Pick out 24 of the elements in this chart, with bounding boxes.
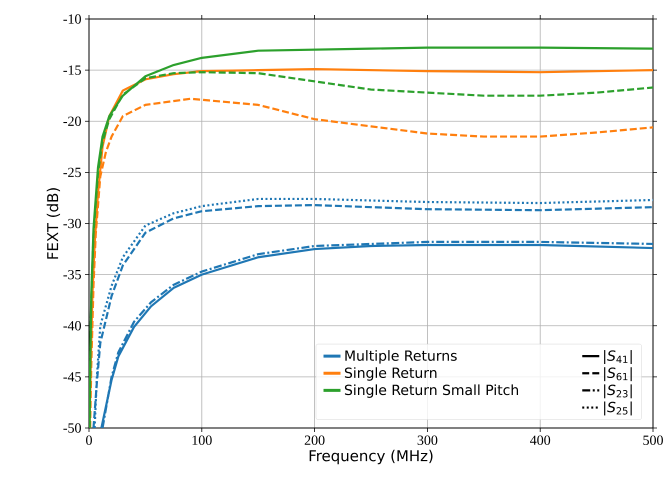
- y-tick-label: -10: [63, 14, 81, 24]
- y-tick-label: -50: [63, 423, 81, 433]
- x-axis-title: Frequency (MHz): [310, 450, 433, 464]
- x-tick-label: 200: [304, 436, 325, 445]
- legend-label: Multiple Returns: [345, 350, 457, 364]
- x-tick-label: 100: [192, 436, 212, 445]
- annotation: |S$_{23}$|: [604, 384, 632, 398]
- x-tick-label: 300: [418, 436, 438, 445]
- x-tick-label: 0: [86, 436, 92, 445]
- y-tick-label: -30: [63, 218, 81, 228]
- y-tick-label: -45: [63, 372, 81, 382]
- y-tick-label: -35: [63, 270, 81, 280]
- annotation: |S$_{41}$|: [604, 350, 632, 364]
- legend-label: Single Return Small Pitch: [344, 384, 518, 398]
- y-axis-title: FEXT (dB): [46, 188, 60, 259]
- y-tick-label: -40: [63, 321, 81, 330]
- annotation: |S$_{61}$|: [604, 367, 632, 382]
- y-tick-label: -20: [63, 116, 81, 126]
- x-tick-label: 500: [643, 436, 663, 445]
- y-tick-label: -25: [63, 168, 81, 178]
- x-tick-label: 400: [530, 436, 550, 445]
- y-tick-label: -15: [63, 65, 81, 75]
- annotation: |S$_{25}$|: [604, 401, 632, 416]
- legend-label: Single Return: [344, 367, 436, 381]
